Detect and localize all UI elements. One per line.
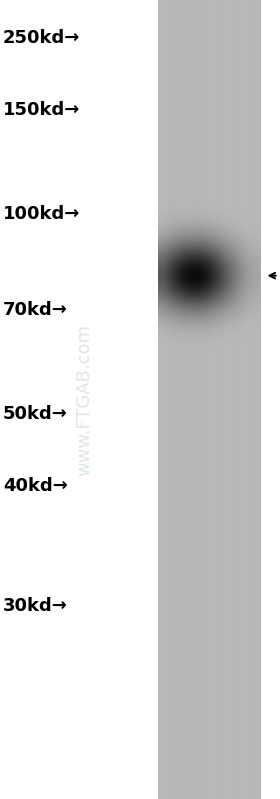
Text: 150kd→: 150kd→ [3, 101, 80, 119]
Text: www.FTGAB.com: www.FTGAB.com [75, 324, 93, 475]
Text: 70kd→: 70kd→ [3, 301, 68, 319]
Text: 100kd→: 100kd→ [3, 205, 80, 223]
Text: 30kd→: 30kd→ [3, 597, 68, 614]
Text: 50kd→: 50kd→ [3, 405, 68, 423]
Text: 250kd→: 250kd→ [3, 30, 80, 47]
Text: 40kd→: 40kd→ [3, 477, 68, 495]
